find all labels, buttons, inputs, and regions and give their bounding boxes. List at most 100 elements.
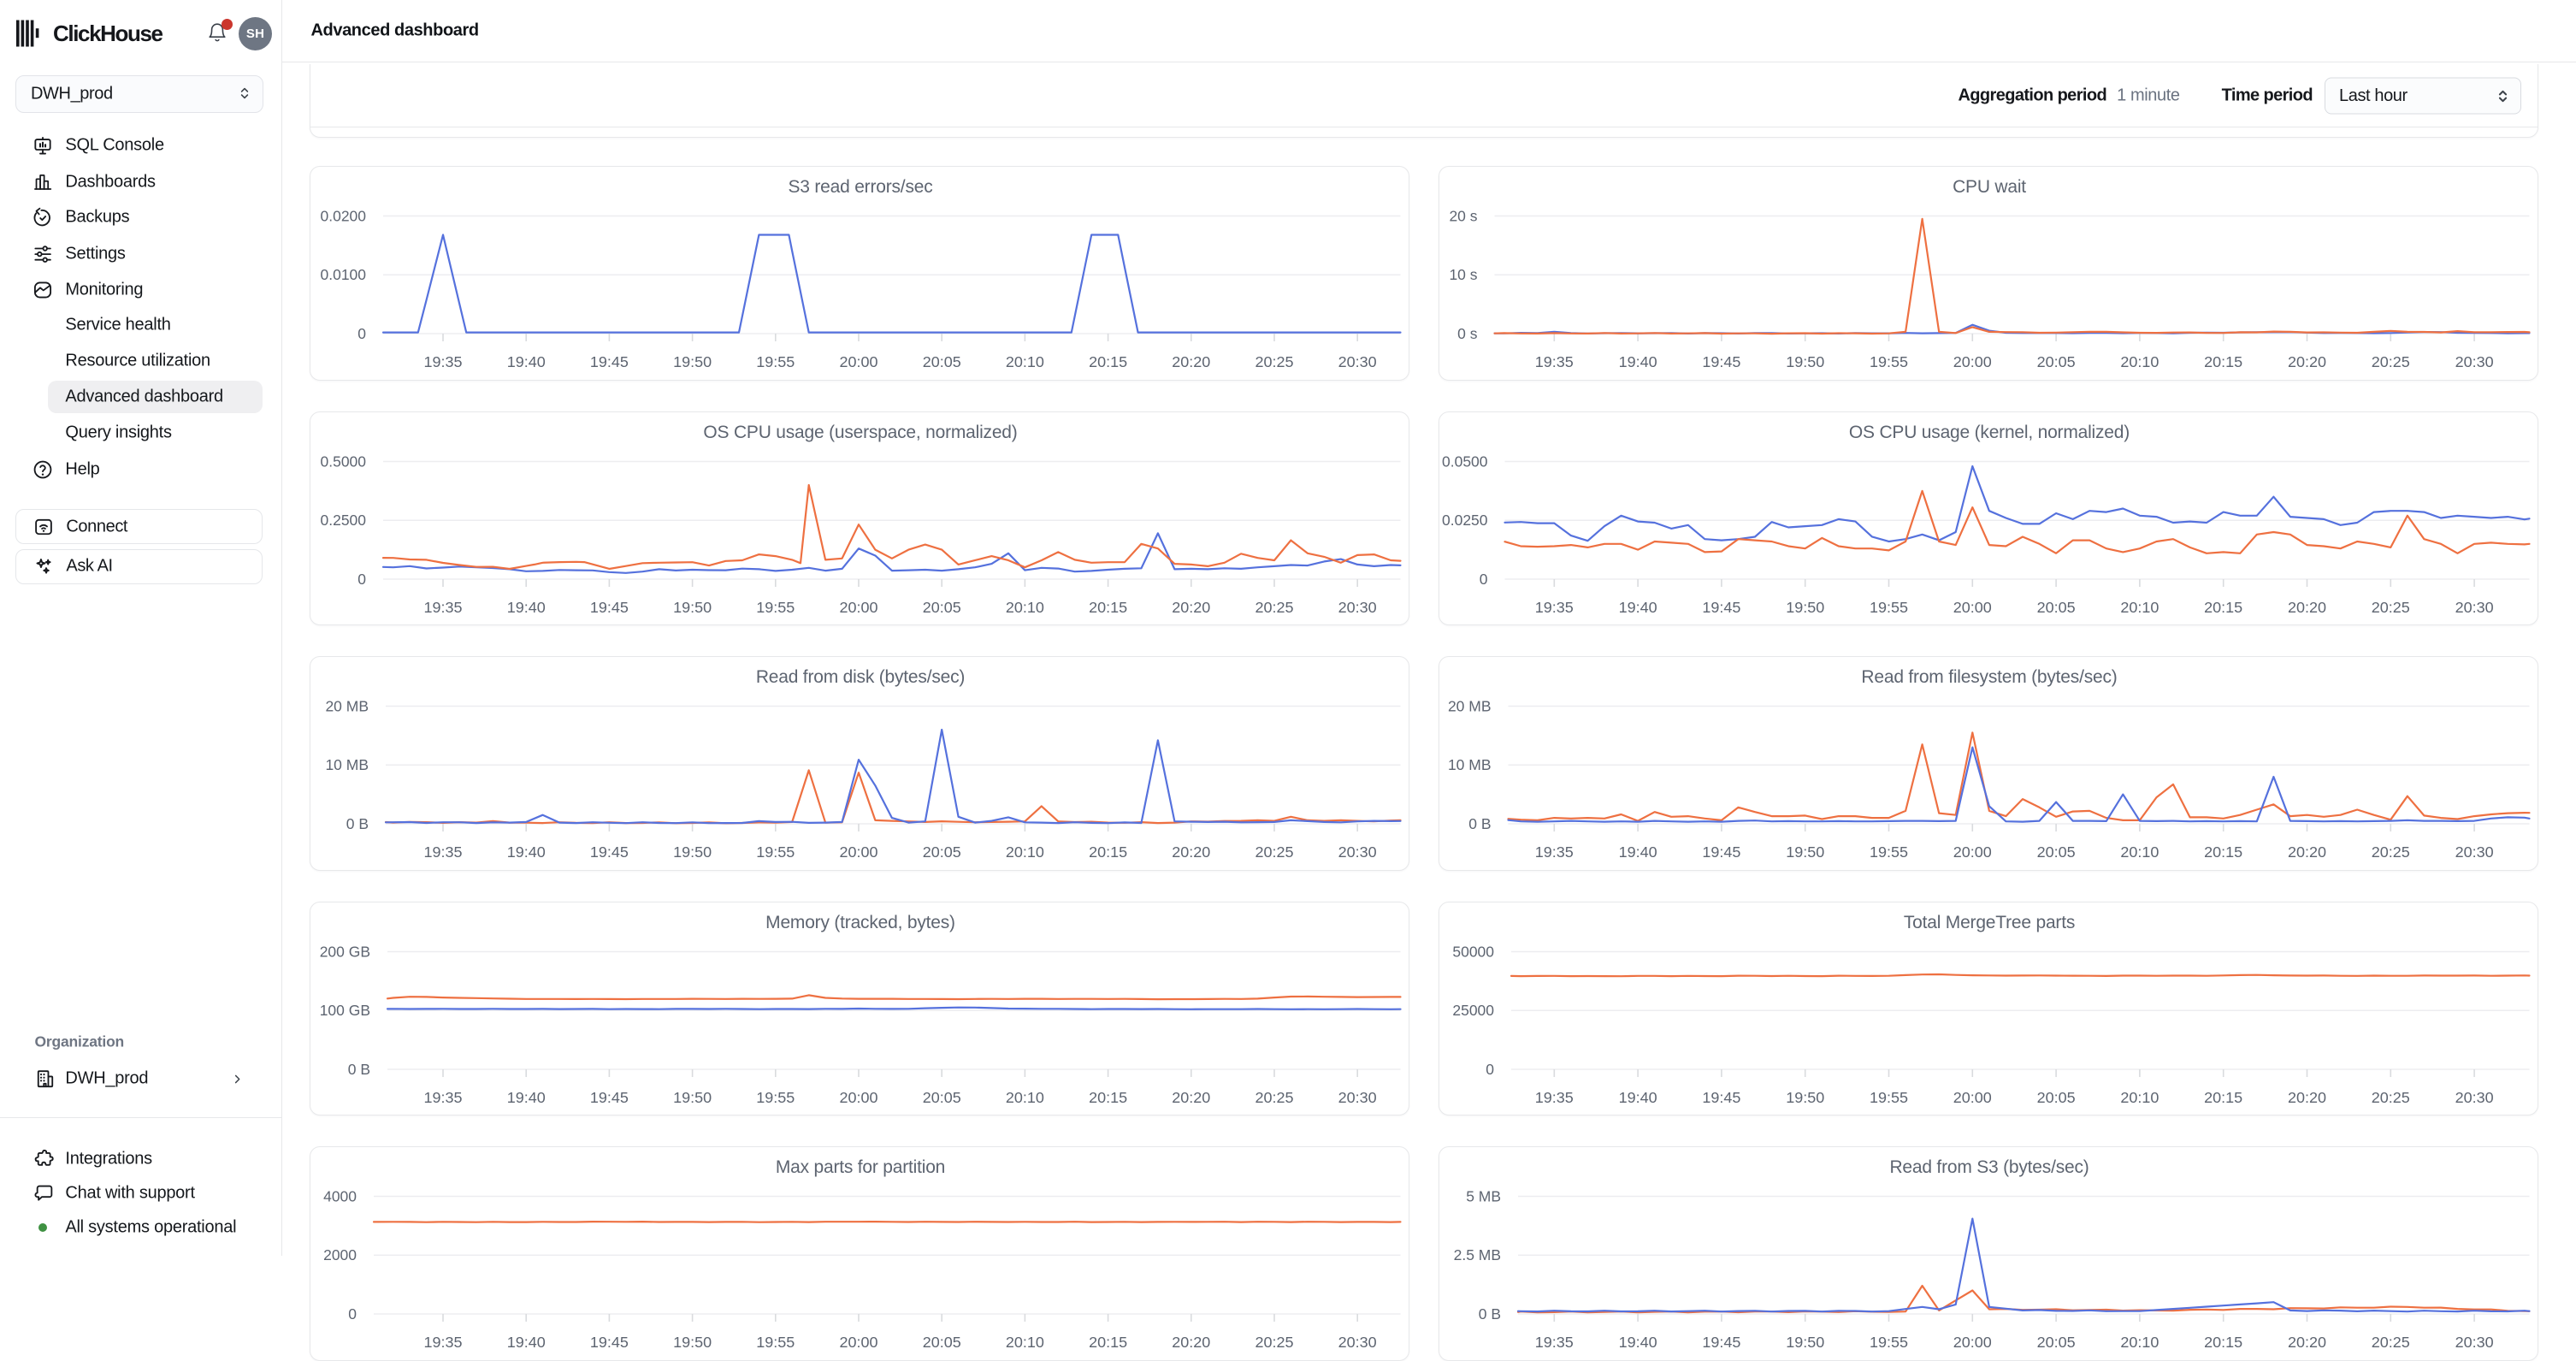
svg-text:20:15: 20:15 — [2204, 599, 2242, 616]
svg-text:20:30: 20:30 — [2455, 1334, 2493, 1351]
svg-text:OS CPU usage (kernel, normaliz: OS CPU usage (kernel, normalized) — [1849, 423, 2130, 442]
svg-text:0.0200: 0.0200 — [321, 207, 367, 224]
svg-text:20:10: 20:10 — [2120, 843, 2159, 861]
svg-text:19:45: 19:45 — [1702, 599, 1740, 616]
svg-text:19:45: 19:45 — [1702, 1089, 1740, 1106]
svg-text:0 B: 0 B — [348, 1061, 370, 1078]
svg-text:20:15: 20:15 — [2204, 843, 2242, 861]
svg-text:Read from filesystem (bytes/se: Read from filesystem (bytes/sec) — [1861, 667, 2117, 687]
svg-text:20:30: 20:30 — [1338, 599, 1377, 616]
svg-text:19:55: 19:55 — [756, 1334, 795, 1351]
svg-text:20:00: 20:00 — [1953, 1089, 1991, 1106]
svg-text:10 MB: 10 MB — [1448, 756, 1492, 773]
svg-text:19:35: 19:35 — [424, 1089, 463, 1106]
svg-text:19:35: 19:35 — [1534, 1334, 1573, 1351]
svg-text:20:05: 20:05 — [923, 599, 961, 616]
svg-text:19:45: 19:45 — [590, 353, 629, 370]
svg-text:25000: 25000 — [1452, 1002, 1494, 1019]
svg-text:19:40: 19:40 — [1618, 599, 1657, 616]
svg-text:20:20: 20:20 — [1172, 1089, 1210, 1106]
svg-text:20:00: 20:00 — [839, 353, 877, 370]
svg-text:19:55: 19:55 — [1870, 1334, 1908, 1351]
svg-text:20:20: 20:20 — [1172, 599, 1210, 616]
svg-text:19:40: 19:40 — [507, 1334, 546, 1351]
svg-text:20:25: 20:25 — [1255, 843, 1293, 861]
svg-text:20:30: 20:30 — [1338, 1334, 1377, 1351]
svg-text:19:45: 19:45 — [590, 1334, 629, 1351]
svg-text:0: 0 — [1479, 571, 1487, 588]
svg-text:19:55: 19:55 — [756, 1089, 795, 1106]
svg-text:0.0100: 0.0100 — [321, 266, 367, 283]
svg-text:20:00: 20:00 — [1953, 843, 1991, 861]
svg-text:20:05: 20:05 — [923, 1089, 961, 1106]
svg-text:20:20: 20:20 — [2288, 1334, 2326, 1351]
svg-text:50000: 50000 — [1452, 943, 1494, 960]
svg-text:20:25: 20:25 — [2371, 353, 2409, 370]
svg-text:20:00: 20:00 — [1953, 1334, 1991, 1351]
svg-text:19:55: 19:55 — [1870, 353, 1908, 370]
svg-text:19:40: 19:40 — [507, 843, 546, 861]
svg-text:Total MergeTree parts: Total MergeTree parts — [1904, 913, 2075, 932]
svg-text:20:05: 20:05 — [2036, 599, 2075, 616]
svg-text:19:45: 19:45 — [590, 843, 629, 861]
svg-text:20:00: 20:00 — [839, 1334, 877, 1351]
svg-text:20:25: 20:25 — [1255, 353, 1293, 370]
svg-text:20:10: 20:10 — [2120, 1089, 2159, 1106]
svg-text:20:15: 20:15 — [1089, 1334, 1127, 1351]
svg-text:19:55: 19:55 — [1870, 843, 1908, 861]
svg-text:19:40: 19:40 — [1618, 1334, 1657, 1351]
svg-text:0: 0 — [1486, 1061, 1494, 1078]
svg-text:20:05: 20:05 — [2036, 1334, 2075, 1351]
svg-text:19:35: 19:35 — [1534, 599, 1573, 616]
svg-text:0: 0 — [357, 571, 366, 588]
svg-text:20:30: 20:30 — [1338, 843, 1377, 861]
svg-text:0.5000: 0.5000 — [321, 453, 367, 470]
svg-text:20:20: 20:20 — [2288, 843, 2326, 861]
svg-text:20:15: 20:15 — [1089, 599, 1127, 616]
svg-text:100 GB: 100 GB — [320, 1002, 370, 1019]
svg-text:20:15: 20:15 — [1089, 843, 1127, 861]
svg-text:20:25: 20:25 — [1255, 1089, 1293, 1106]
svg-text:20 MB: 20 MB — [325, 698, 369, 715]
svg-text:19:35: 19:35 — [424, 599, 463, 616]
svg-text:20:10: 20:10 — [1006, 353, 1044, 370]
svg-text:20:20: 20:20 — [2288, 599, 2326, 616]
svg-text:20:20: 20:20 — [1172, 1334, 1210, 1351]
svg-text:20:25: 20:25 — [1255, 599, 1293, 616]
svg-text:20:10: 20:10 — [2120, 353, 2159, 370]
svg-text:20:30: 20:30 — [2455, 353, 2493, 370]
svg-text:Memory (tracked, bytes): Memory (tracked, bytes) — [765, 913, 955, 932]
svg-text:20:25: 20:25 — [2371, 843, 2409, 861]
svg-text:19:50: 19:50 — [1786, 843, 1824, 861]
svg-text:20:20: 20:20 — [2288, 1089, 2326, 1106]
svg-text:19:50: 19:50 — [673, 1089, 712, 1106]
svg-text:19:45: 19:45 — [590, 599, 629, 616]
svg-text:19:50: 19:50 — [1786, 1089, 1824, 1106]
svg-text:20:30: 20:30 — [2455, 1089, 2493, 1106]
svg-text:19:50: 19:50 — [1786, 599, 1824, 616]
svg-text:0.0250: 0.0250 — [1442, 512, 1488, 529]
svg-text:19:50: 19:50 — [673, 843, 712, 861]
svg-text:20:30: 20:30 — [1338, 1089, 1377, 1106]
svg-text:20:20: 20:20 — [2288, 353, 2326, 370]
svg-text:19:40: 19:40 — [1618, 843, 1657, 861]
svg-text:0: 0 — [348, 1305, 357, 1323]
svg-text:20:10: 20:10 — [1006, 1089, 1044, 1106]
svg-text:19:45: 19:45 — [590, 1089, 629, 1106]
svg-text:19:35: 19:35 — [1534, 353, 1573, 370]
svg-text:19:55: 19:55 — [1870, 1089, 1908, 1106]
svg-text:19:45: 19:45 — [1702, 843, 1740, 861]
svg-text:20:25: 20:25 — [2371, 1089, 2409, 1106]
svg-text:19:35: 19:35 — [424, 843, 463, 861]
svg-text:200 GB: 200 GB — [320, 943, 370, 960]
svg-text:20:00: 20:00 — [839, 843, 877, 861]
svg-text:0 B: 0 B — [1478, 1305, 1500, 1323]
svg-text:19:55: 19:55 — [756, 353, 795, 370]
svg-text:20:00: 20:00 — [839, 599, 877, 616]
svg-text:20:30: 20:30 — [2455, 843, 2493, 861]
svg-text:0 s: 0 s — [1457, 325, 1478, 342]
svg-text:20:05: 20:05 — [923, 353, 961, 370]
svg-text:CPU wait: CPU wait — [1953, 177, 2026, 197]
svg-text:19:50: 19:50 — [1786, 1334, 1824, 1351]
svg-text:0.2500: 0.2500 — [321, 512, 367, 529]
